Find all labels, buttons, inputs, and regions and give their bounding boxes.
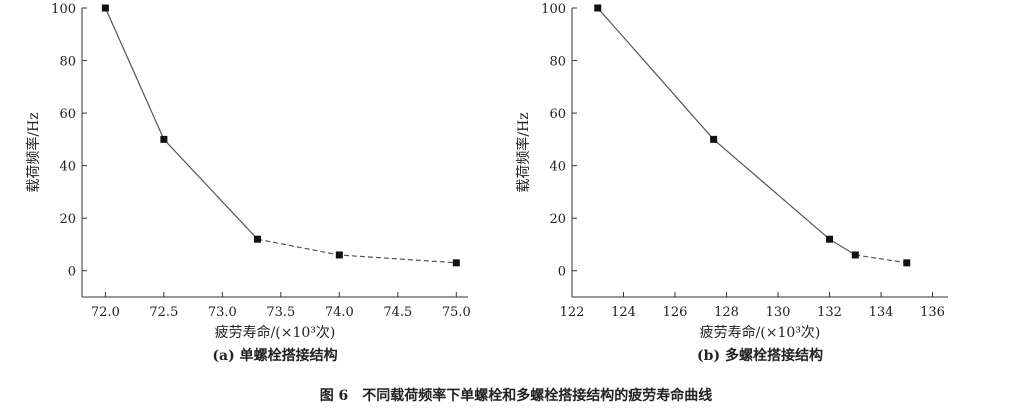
series-line-solid [597,7,856,256]
y-tick-label: 80 [59,55,76,70]
data-point [851,251,859,259]
x-tick-label: 128 [714,305,739,320]
data-point [160,135,168,143]
data-point [710,135,718,143]
figure-caption: 图 6 不同载荷频率下单螺栓和多螺栓搭接结构的疲劳寿命曲线 [320,387,713,404]
chart-b: 0 20 40 60 80 100 122 124 126 128 130 132 134 136 疲劳寿命… [515,2,948,364]
data-point [253,235,261,243]
x-tick-label: 74.5 [383,305,412,320]
y-tick-label: 80 [549,55,566,70]
x-tick-label: 75.0 [442,305,471,320]
data-point [101,4,109,12]
chart-caption: (b) 多螺栓搭接结构 [697,347,823,364]
series-line-dashed [855,254,907,264]
x-tick-label: 130 [766,305,791,320]
data-point [452,259,460,267]
x-tick-label: 134 [869,305,894,320]
y-tick-label: 60 [549,107,566,122]
series-line-solid [104,7,258,240]
y-tick-label: 40 [549,160,566,175]
series-line-dashed [257,238,457,264]
x-tick-label: 72.5 [149,305,178,320]
x-tick-label: 124 [611,305,636,320]
data-point [335,251,343,259]
y-tick-label: 100 [51,2,76,17]
x-tick-label: 126 [663,305,688,320]
y-tick-label: 0 [558,265,566,280]
data-point [594,4,602,12]
y-tick-label: 20 [549,212,566,227]
data-point [826,235,834,243]
data-point [903,259,911,267]
x-axis-label: 疲劳寿命/(×10³次) [700,324,821,341]
chart-caption: (a) 单螺栓搭接结构 [212,347,337,364]
x-tick-label: 72.0 [91,305,120,320]
x-tick-label: 136 [920,305,945,320]
y-axis-label: 载荷频率/Hz [25,112,42,192]
x-tick-label: 73.0 [208,305,237,320]
y-tick-label: 20 [59,212,76,227]
y-tick-label: 0 [68,265,76,280]
x-tick-label: 73.5 [266,305,295,320]
y-tick-label: 100 [541,2,566,17]
x-axis-label: 疲劳寿命/(×10³次) [215,324,336,341]
chart-a: 0 20 40 60 80 100 72.0 72.5 73.0 73.5 74.0 74.5 75.0… [25,2,471,364]
x-tick-label: 132 [817,305,842,320]
y-tick-label: 40 [59,160,76,175]
y-axis-label: 载荷频率/Hz [515,112,532,192]
x-tick-label: 74.0 [325,305,354,320]
x-tick-label: 122 [560,305,585,320]
y-tick-label: 60 [59,107,76,122]
